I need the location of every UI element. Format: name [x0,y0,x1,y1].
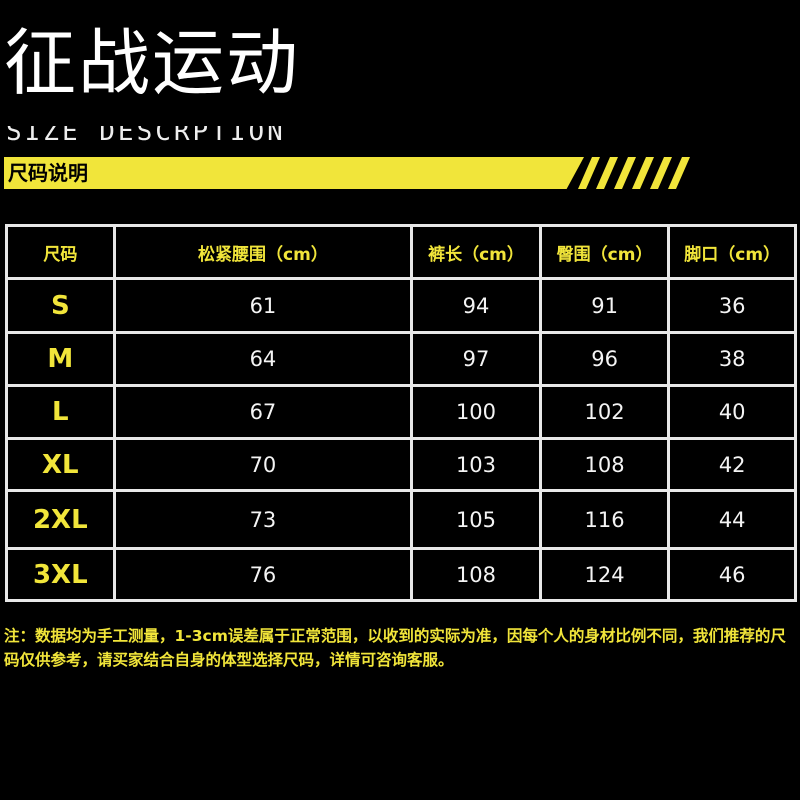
measure-cell: 42 [667,437,797,492]
measure-cell: 44 [667,489,797,550]
measure-cell: 103 [410,437,542,492]
size-cell: S [5,277,116,334]
size-cell: 3XL [5,547,116,602]
table-row: M 64 97 96 38 [5,331,797,387]
measure-cell: 67 [112,384,414,440]
banner-title: 尺码说明 [8,161,88,185]
header-hem: 脚口（cm） [667,224,797,280]
measure-cell: 116 [538,489,671,550]
measure-cell: 124 [538,547,671,602]
header-size: 尺码 [5,224,116,280]
size-cell: M [5,331,116,387]
size-cell: L [5,384,116,440]
measure-cell: 46 [667,547,797,602]
measure-cell: 108 [410,547,542,602]
table-row: L 67 100 102 40 [5,384,797,440]
table-header-row: 尺码 松紧腰围（cm） 裤长（cm） 臀围（cm） 脚口（cm） [5,224,797,280]
table-row: XL 70 103 108 42 [5,437,797,492]
measure-cell: 94 [410,277,542,334]
measure-cell: 64 [112,331,414,387]
table-row: 2XL 73 105 116 44 [5,489,797,550]
measure-cell: 96 [538,331,671,387]
header-hip: 臀围（cm） [538,224,671,280]
subtitle-english: SIZE DESCRPTION [6,126,286,147]
measure-cell: 91 [538,277,671,334]
measure-cell: 108 [538,437,671,492]
measure-cell: 61 [112,277,414,334]
size-cell: 2XL [5,489,116,550]
stripes-decoration [578,157,690,189]
table-row: 3XL 76 108 124 46 [5,547,797,602]
measure-cell: 105 [410,489,542,550]
header-waist: 松紧腰围（cm） [112,224,414,280]
measure-cell: 73 [112,489,414,550]
measure-cell: 102 [538,384,671,440]
measure-cell: 97 [410,331,542,387]
measure-cell: 70 [112,437,414,492]
size-table: 尺码 松紧腰围（cm） 裤长（cm） 臀围（cm） 脚口（cm） S 61 94 91… [5,224,797,602]
measure-cell: 40 [667,384,797,440]
measure-cell: 36 [667,277,797,334]
measurement-note: 注：数据均为手工测量，1-3cm误差属于正常范围，以收到的实际为准，因每个人的身… [4,627,786,669]
measure-cell: 76 [112,547,414,602]
header-length: 裤长（cm） [410,224,542,280]
measure-cell: 100 [410,384,542,440]
banner-bar [4,157,584,189]
table-row: S 61 94 91 36 [5,277,797,334]
size-cell: XL [5,437,116,492]
measure-cell: 38 [667,331,797,387]
brand-title: 征战运动 [4,21,301,105]
